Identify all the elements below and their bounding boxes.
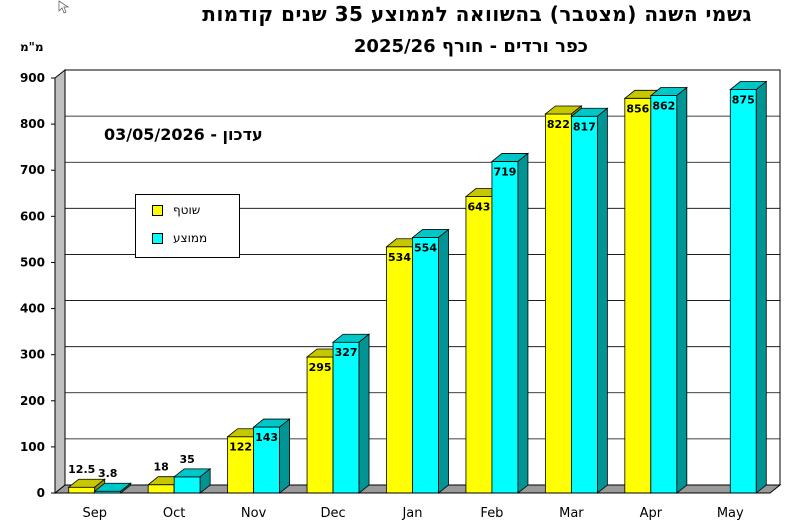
x-tick-label: Sep [82, 506, 107, 521]
data-label-average: 719 [493, 165, 516, 178]
x-tick-label: May [717, 506, 744, 521]
bar-average-apr [650, 95, 678, 494]
data-label-average: 554 [414, 242, 437, 255]
legend-swatch-current [152, 204, 163, 216]
y-tick-label: 0 [37, 486, 45, 500]
update-date-note: עדכון - 03/05/2026 [104, 125, 263, 144]
bar-current-dec [306, 356, 334, 494]
bar-current-feb [465, 196, 493, 494]
bar-average-feb-side [517, 152, 529, 494]
bar-average-may-side [755, 80, 767, 494]
y-tick-label: 900 [20, 71, 45, 85]
plot-side-wall [54, 68, 66, 495]
data-label-current: 12.5 [68, 463, 95, 476]
bar-average-mar [570, 115, 598, 494]
legend-swatch-average [152, 232, 163, 244]
bar-current-jan [386, 246, 413, 494]
data-label-current: 643 [467, 201, 490, 214]
mouse-cursor-icon [58, 0, 70, 14]
chart-subtitle: כפר ורדים - חורף 2025/26 [353, 36, 588, 57]
y-tick-label: 400 [20, 302, 45, 316]
x-tick-label: Jan [401, 506, 422, 521]
legend-label-average: ממוצע [173, 231, 208, 245]
bar-average-jan [412, 237, 439, 494]
bar-current-mar [544, 113, 572, 494]
y-axis-label: מ"מ [20, 40, 44, 54]
bar-average-dec [332, 341, 360, 494]
bar-average-nov-side [279, 418, 291, 494]
data-label-current: 534 [388, 251, 411, 264]
x-tick-label: Mar [559, 506, 584, 521]
data-label-average: 817 [573, 120, 596, 133]
x-tick-label: Nov [241, 506, 267, 521]
y-tick-label: 300 [20, 348, 45, 362]
chart-title: גשמי השנה (מצטבר) בהשוואה לממוצע 35 שנים… [202, 2, 752, 26]
bar-average-nov [253, 426, 281, 494]
chart-legend: שוטף ממוצע [135, 194, 240, 258]
bar-current-sep [68, 486, 96, 494]
y-tick-label: 800 [20, 117, 45, 131]
bar-average-may [729, 89, 757, 494]
x-tick-label: Apr [640, 506, 663, 521]
y-tick-label: 500 [20, 255, 45, 269]
bar-average-oct-side [199, 468, 211, 494]
legend-label-current: שוטף [173, 203, 201, 217]
data-label-current: 18 [154, 461, 169, 474]
x-tick-label: Oct [163, 506, 185, 521]
bar-current-apr [624, 97, 652, 494]
y-tick-label: 700 [20, 163, 45, 177]
y-tick-label: 100 [20, 440, 45, 454]
legend-item-current: שוטף [152, 203, 200, 217]
legend-item-average: ממוצע [152, 231, 207, 245]
data-label-average: 143 [255, 431, 278, 444]
bar-average-mar-side [596, 107, 608, 494]
x-tick-label: Dec [320, 506, 345, 521]
data-label-current: 122 [229, 441, 252, 454]
bar-average-jan-side [438, 228, 449, 494]
bar-current-oct [147, 484, 175, 494]
data-label-current: 295 [309, 361, 332, 374]
bar-average-feb [491, 161, 519, 494]
bar-average-oct [173, 476, 201, 494]
data-label-average: 862 [652, 100, 675, 113]
y-tick-label: 200 [20, 394, 45, 408]
x-tick-label: Feb [480, 506, 503, 521]
data-label-average: 327 [335, 346, 358, 359]
bar-average-apr-side [676, 86, 688, 494]
data-label-average: 3.8 [98, 467, 118, 480]
data-label-average: 875 [732, 94, 755, 107]
bar-current-nov [227, 436, 255, 494]
bar-average-sep-side [120, 482, 132, 494]
data-label-average: 35 [180, 453, 195, 466]
y-tick-label: 600 [20, 209, 45, 223]
data-label-current: 822 [547, 118, 570, 131]
data-label-current: 856 [626, 102, 649, 115]
bar-average-dec-side [358, 333, 370, 494]
